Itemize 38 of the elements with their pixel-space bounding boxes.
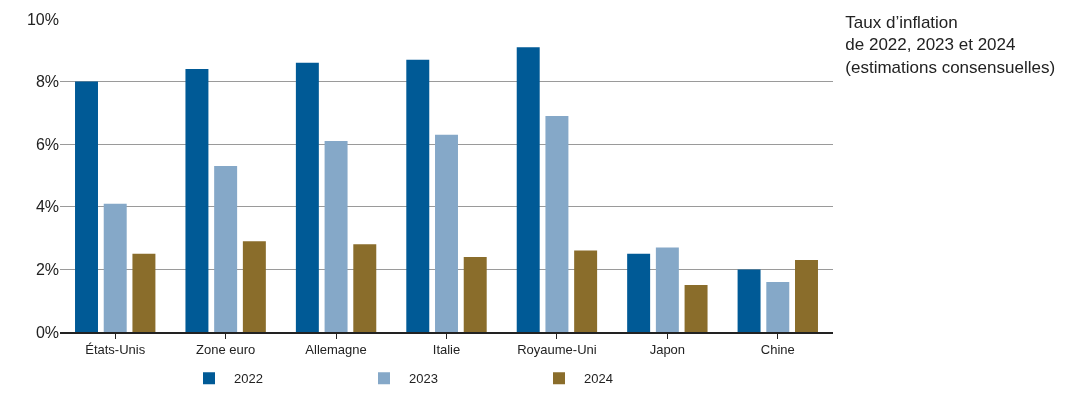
bar [627, 253, 651, 332]
legend-label: 2022 [234, 371, 263, 387]
bar [132, 253, 156, 332]
y-tick-label: 10% [26, 10, 59, 28]
y-tick-label: 6% [35, 135, 59, 153]
y-tick-label: 2% [35, 261, 59, 278]
bar [574, 250, 598, 332]
bar [435, 134, 458, 332]
x-tick-label: Chine [760, 342, 795, 358]
legend-label: 2023 [409, 371, 438, 387]
bar [406, 59, 430, 332]
x-tick-label: États-Unis [85, 342, 146, 358]
bar [463, 256, 487, 332]
bar [75, 81, 98, 332]
bar [324, 141, 348, 332]
bar [516, 47, 540, 332]
bar [684, 285, 708, 332]
x-tick-label: Zone euro [196, 342, 256, 358]
bar [295, 62, 319, 332]
text: Taux d’inflation de 2022, 2023 et 2024 (estimations consensuelles) [845, 13, 1056, 77]
bar [185, 69, 209, 332]
bar [766, 281, 790, 332]
x-tick-label: Allemagne [305, 342, 367, 358]
bar [353, 244, 377, 332]
y-tick-label: 8% [35, 73, 59, 91]
y-tick-label: 4% [35, 198, 59, 216]
y-tick-label: 0% [35, 323, 59, 341]
bar [214, 166, 238, 332]
bar [545, 116, 569, 332]
legend-label: 2024 [584, 371, 613, 387]
x-tick-label: Japon [649, 342, 686, 358]
bar [242, 241, 266, 332]
x-tick-label: Royaume-Uni [517, 342, 597, 358]
bar [655, 247, 679, 332]
bar [103, 203, 127, 332]
bar [737, 269, 761, 332]
x-tick-label: Italie [432, 342, 461, 358]
bar [795, 260, 818, 332]
